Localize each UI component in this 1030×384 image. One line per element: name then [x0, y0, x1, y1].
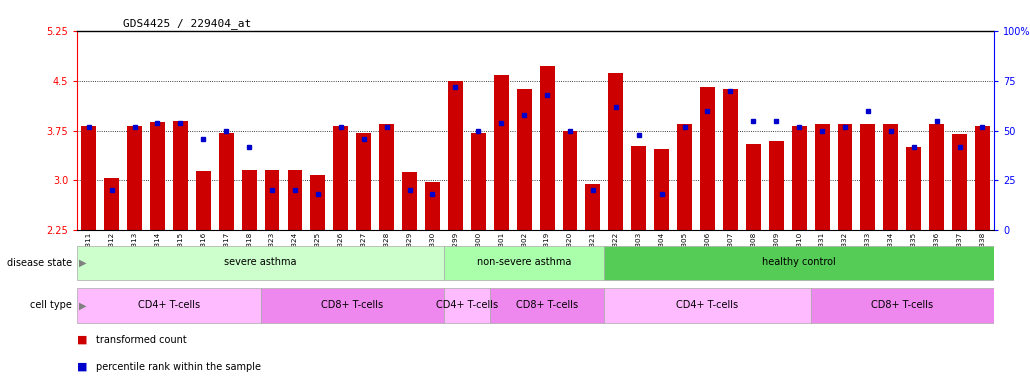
Text: CD8+ T-cells: CD8+ T-cells — [516, 300, 578, 310]
Bar — [792, 126, 806, 230]
Text: CD4+ T-cells: CD4+ T-cells — [436, 300, 497, 310]
Bar — [975, 126, 990, 230]
Bar — [540, 66, 554, 230]
Bar — [127, 126, 142, 230]
Text: disease state: disease state — [7, 258, 72, 268]
Bar — [723, 89, 737, 230]
Bar — [860, 124, 876, 230]
Bar — [884, 124, 898, 230]
Text: ■: ■ — [77, 335, 88, 345]
Bar — [562, 131, 578, 230]
Bar — [585, 184, 600, 230]
Text: cell type: cell type — [30, 300, 72, 310]
Text: CD4+ T-cells: CD4+ T-cells — [677, 300, 739, 310]
Bar — [104, 178, 119, 230]
Bar — [677, 124, 692, 230]
Text: CD8+ T-cells: CD8+ T-cells — [871, 300, 933, 310]
Bar — [837, 124, 853, 230]
Bar — [471, 132, 486, 230]
Bar — [425, 182, 440, 230]
Text: ▶: ▶ — [79, 258, 87, 268]
Bar — [261, 288, 444, 323]
Text: percentile rank within the sample: percentile rank within the sample — [96, 362, 261, 372]
Bar — [444, 288, 490, 323]
Bar — [631, 146, 646, 230]
Bar — [81, 126, 96, 230]
Bar — [517, 89, 531, 230]
Bar — [815, 124, 829, 230]
Bar — [700, 87, 715, 230]
Bar — [150, 122, 165, 230]
Text: non-severe asthma: non-severe asthma — [477, 257, 572, 267]
Bar — [310, 175, 325, 230]
Text: ▶: ▶ — [79, 300, 87, 310]
Bar — [605, 246, 994, 280]
Bar — [929, 124, 945, 230]
Bar — [746, 144, 761, 230]
Text: transformed count: transformed count — [96, 335, 186, 345]
Bar — [654, 149, 670, 230]
Bar — [811, 288, 994, 323]
Bar — [77, 288, 261, 323]
Bar — [242, 170, 256, 230]
Bar — [196, 171, 211, 230]
Text: severe asthma: severe asthma — [225, 257, 297, 267]
Bar — [490, 288, 605, 323]
Bar — [906, 147, 921, 230]
Bar — [609, 73, 623, 230]
Bar — [768, 141, 784, 230]
Bar — [356, 132, 371, 230]
Text: CD8+ T-cells: CD8+ T-cells — [321, 300, 383, 310]
Bar — [77, 246, 444, 280]
Bar — [173, 121, 187, 230]
Bar — [448, 81, 462, 230]
Bar — [287, 170, 303, 230]
Bar — [334, 126, 348, 230]
Bar — [218, 132, 234, 230]
Bar — [493, 75, 509, 230]
Text: ■: ■ — [77, 362, 88, 372]
Bar — [952, 134, 967, 230]
Bar — [444, 246, 605, 280]
Bar — [605, 288, 811, 323]
Text: GDS4425 / 229404_at: GDS4425 / 229404_at — [124, 18, 251, 30]
Text: healthy control: healthy control — [762, 257, 836, 267]
Bar — [379, 124, 394, 230]
Bar — [265, 170, 279, 230]
Text: CD4+ T-cells: CD4+ T-cells — [138, 300, 200, 310]
Bar — [402, 172, 417, 230]
